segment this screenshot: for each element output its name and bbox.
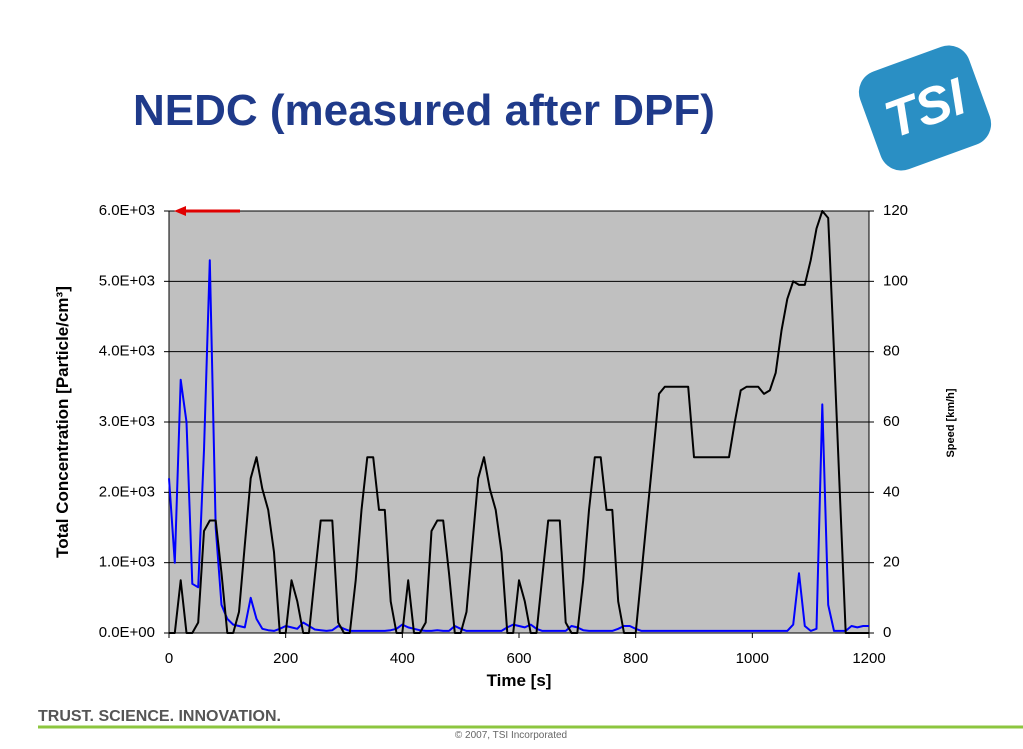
y-tick-label: 4.0E+03 [99,343,155,360]
y-tick-label: 1.0E+03 [99,554,155,571]
x-tick-label: 1200 [852,650,885,667]
y-tick-label: 6.0E+03 [99,202,155,219]
copyright: © 2007, TSI Incorporated [455,730,567,741]
footer-tagline: TRUST. SCIENCE. INNOVATION. [38,708,281,725]
y2-tick-label: 40 [883,483,900,500]
plot-frame [168,210,870,634]
x-axis-label: Time [s] [487,671,552,690]
y2-tick-label: 20 [883,554,900,571]
y-tick-label: 2.0E+03 [99,483,155,500]
y-tick-label: 5.0E+03 [99,272,155,289]
x-tick-label: 400 [390,650,415,667]
y2-tick-label: 0 [883,624,891,641]
x-tick-label: 600 [506,650,531,667]
chart: 0.0E+00 1.0E+03 2.0E+03 3.0E+03 4.0E+03 5.0E+… [53,202,957,690]
y2-axis-label: Speed [km/h] [945,388,957,457]
x-tick-label: 200 [273,650,298,667]
y2-tick-label: 100 [883,272,908,289]
logo: TSI [858,45,992,171]
y2-tick-label: 60 [883,413,900,430]
x-tick-label: 0 [165,650,173,667]
y-axis-label: Total Concentration [Particle/cm³] [53,286,72,558]
slide-title: NEDC (measured after DPF) [133,86,715,135]
arrow-head [174,206,186,216]
y-tick-label: 0.0E+00 [99,624,155,641]
y2-tick-label: 80 [883,343,900,360]
y-tick-label: 3.0E+03 [99,413,155,430]
logo-badge [858,45,992,171]
x-tick-label: 800 [623,650,648,667]
x-tick-label: 1000 [736,650,769,667]
data-line [169,210,869,634]
y2-tick-label: 120 [883,202,908,219]
